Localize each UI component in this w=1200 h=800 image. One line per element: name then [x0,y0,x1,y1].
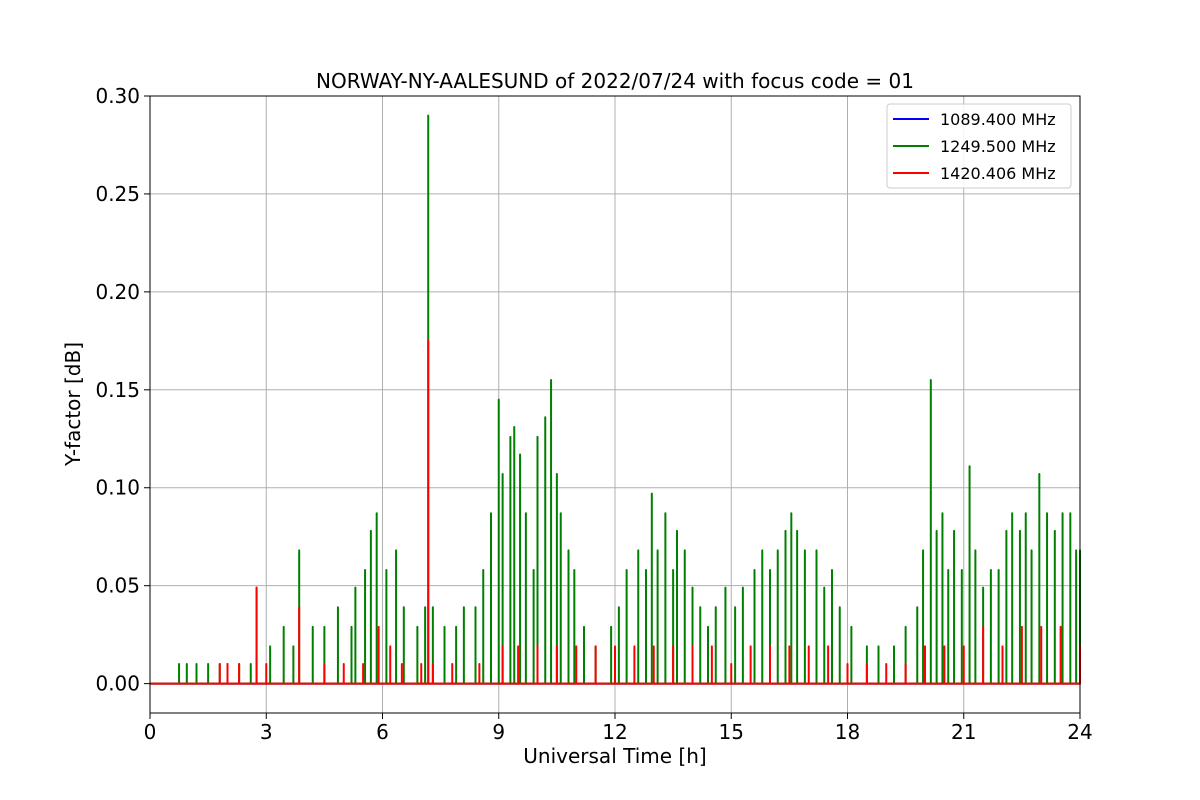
chart-title: NORWAY-NY-AALESUND of 2022/07/24 with fo… [316,69,914,93]
y-axis-label: Y-factor [dB] [61,342,85,467]
y-tick-label: 0.05 [95,574,140,598]
x-tick-label: 15 [719,720,744,744]
series-line-1420-406-mhz [150,339,1081,685]
legend-label: 1249.500 MHz [940,137,1056,156]
x-tick-label: 3 [260,720,273,744]
y-tick-label: 0.30 [95,84,140,108]
x-tick-label: 9 [492,720,505,744]
y-tick-label: 0.00 [95,672,140,696]
y-tick-label: 0.15 [95,378,140,402]
x-tick-label: 12 [602,720,627,744]
y-tick-label: 0.25 [95,182,140,206]
legend: 1089.400 MHz 1249.500 MHz 1420.406 MHz [886,103,1072,189]
y-tick-label: 0.10 [95,476,140,500]
x-tick-label: 18 [835,720,860,744]
plot-clip-group [150,114,1081,685]
x-ticks: 0 3 6 9 12 15 18 21 24 [144,713,1093,744]
x-tick-label: 21 [951,720,976,744]
series-lines [150,114,1081,685]
y-tick-label: 0.20 [95,280,140,304]
legend-label: 1089.400 MHz [940,110,1056,129]
legend-box [886,103,1072,189]
x-tick-label: 6 [376,720,389,744]
x-tick-label: 24 [1067,720,1092,744]
legend-label: 1420.406 MHz [940,164,1056,183]
x-tick-label: 0 [144,720,157,744]
x-axis-label: Universal Time [h] [523,744,706,768]
y-ticks: 0.00 0.05 0.10 0.15 0.20 0.25 0.30 [95,84,150,696]
